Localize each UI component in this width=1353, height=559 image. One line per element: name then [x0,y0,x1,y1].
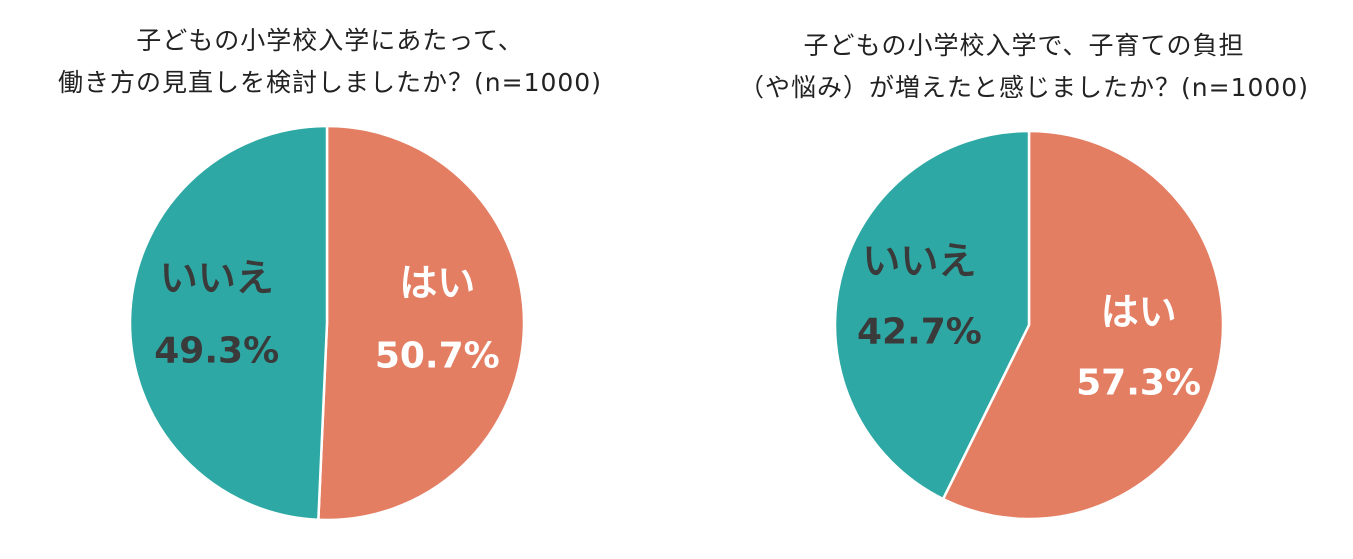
slice-value-no: 42.7% [857,311,982,352]
chart-title-line-2: （や悩み）が増えたと感じましたか？(n=1000) [739,73,1309,102]
chart-panel-burden-increase: 子どもの小学校入学で、子育ての負担 （や悩み）が増えたと感じましたか？(n=10… [695,0,1353,559]
slice-label-yes: はい [399,261,475,305]
chart-panel-work-review: 子どもの小学校入学にあたって、 働き方の見直しを検討しましたか？(n=1000)… [0,0,660,559]
chart-title: 子どもの小学校入学にあたって、 働き方の見直しを検討しましたか？(n=1000) [0,20,660,104]
chart-title-line-2: 働き方の見直しを検討しましたか？(n=1000) [58,68,602,97]
pie-chart-work-review: はい 50.7% いいえ 49.3% [128,124,526,522]
slice-label-yes: はい [1101,290,1177,334]
chart-title: 子どもの小学校入学で、子育ての負担 （や悩み）が増えたと感じましたか？(n=10… [695,25,1353,109]
slice-value-yes: 50.7% [375,335,500,376]
slice-label-no: いいえ [160,256,274,300]
chart-title-line-1: 子どもの小学校入学にあたって、 [136,26,524,55]
slice-value-yes: 57.3% [1076,363,1201,404]
slice-label-no: いいえ [862,239,976,283]
chart-title-line-1: 子どもの小学校入学で、子育ての負担 [803,31,1245,60]
pie-chart-burden-increase: はい 57.3% いいえ 42.7% [833,129,1225,521]
pie-slice-no [833,129,1031,501]
pie-slice-yes [941,129,1225,521]
slice-value-no: 49.3% [154,331,279,372]
pie-slice-yes [317,124,526,522]
pie-slice-no [128,124,329,522]
